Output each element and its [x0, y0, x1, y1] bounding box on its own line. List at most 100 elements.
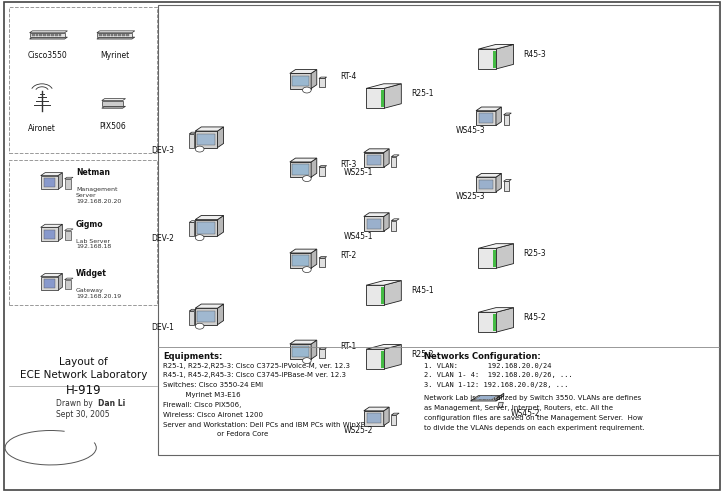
Text: WS25-3: WS25-3	[456, 192, 486, 201]
Polygon shape	[364, 213, 390, 216]
Polygon shape	[471, 396, 504, 401]
Polygon shape	[290, 73, 311, 89]
Polygon shape	[319, 348, 327, 349]
Polygon shape	[476, 173, 501, 177]
Circle shape	[303, 176, 311, 182]
Text: configuration files are saved on the Management Server.  How: configuration files are saved on the Man…	[424, 415, 642, 421]
Polygon shape	[126, 34, 129, 36]
Polygon shape	[189, 311, 194, 325]
Polygon shape	[103, 34, 106, 36]
Polygon shape	[391, 413, 399, 415]
Polygon shape	[381, 287, 384, 304]
Polygon shape	[319, 349, 324, 358]
Text: WS45-3: WS45-3	[456, 126, 486, 135]
Polygon shape	[64, 280, 71, 289]
Text: WS25-2: WS25-2	[344, 426, 374, 435]
Text: R45-1, R45-2,R45-3: Cisco C3745-IPBase-M ver. 12.3: R45-1, R45-2,R45-3: Cisco C3745-IPBase-M…	[163, 372, 346, 378]
Text: R45-3: R45-3	[523, 50, 546, 59]
Polygon shape	[43, 34, 46, 36]
Text: Server and Workstation: Dell PCs and IBM PCs with WinXP: Server and Workstation: Dell PCs and IBM…	[163, 422, 365, 428]
Polygon shape	[292, 346, 309, 357]
Polygon shape	[106, 34, 109, 36]
Polygon shape	[217, 127, 224, 148]
Polygon shape	[504, 180, 511, 181]
Polygon shape	[198, 310, 215, 322]
Polygon shape	[384, 84, 401, 108]
Polygon shape	[41, 227, 58, 241]
Text: PIX506: PIX506	[99, 122, 125, 131]
Polygon shape	[41, 224, 62, 227]
Polygon shape	[319, 167, 324, 176]
Polygon shape	[311, 249, 317, 268]
Polygon shape	[30, 33, 64, 37]
Polygon shape	[102, 106, 125, 108]
Text: WS45-2: WS45-2	[510, 409, 540, 418]
Text: Widget: Widget	[76, 269, 107, 278]
Text: Layout of: Layout of	[59, 357, 108, 367]
Polygon shape	[217, 215, 224, 236]
Polygon shape	[311, 340, 317, 359]
Polygon shape	[496, 244, 513, 268]
Text: RT-2: RT-2	[340, 251, 356, 260]
Polygon shape	[97, 31, 135, 33]
Polygon shape	[364, 216, 384, 231]
Polygon shape	[43, 230, 55, 239]
Polygon shape	[198, 222, 215, 234]
Text: RT-4: RT-4	[340, 72, 357, 81]
Polygon shape	[41, 176, 58, 189]
Polygon shape	[58, 173, 62, 189]
Polygon shape	[496, 107, 501, 125]
Polygon shape	[195, 131, 217, 148]
Polygon shape	[493, 51, 496, 67]
Text: WS45-1: WS45-1	[344, 232, 374, 241]
Text: Networks Configuration:: Networks Configuration:	[424, 352, 540, 361]
Polygon shape	[290, 344, 311, 359]
Polygon shape	[479, 180, 493, 189]
Text: R45-1: R45-1	[411, 286, 434, 295]
Text: Network Lab is centralized by Switch 3550. VLANs are defines: Network Lab is centralized by Switch 355…	[424, 395, 641, 401]
Polygon shape	[292, 164, 309, 175]
Polygon shape	[290, 253, 311, 268]
Text: Myrinet: Myrinet	[100, 51, 129, 60]
Polygon shape	[366, 219, 381, 229]
Text: R25-1, R25-2,R25-3: Cisco C3725-IPVoice-M, ver. 12.3: R25-1, R25-2,R25-3: Cisco C3725-IPVoice-…	[163, 363, 350, 369]
Text: Dan Li: Dan Li	[98, 399, 125, 407]
Polygon shape	[366, 84, 401, 89]
Polygon shape	[97, 37, 135, 39]
Polygon shape	[189, 132, 196, 134]
Polygon shape	[55, 34, 58, 36]
Polygon shape	[195, 215, 224, 219]
Polygon shape	[384, 407, 390, 426]
Text: Netman: Netman	[76, 168, 110, 177]
Polygon shape	[292, 76, 309, 86]
Polygon shape	[217, 304, 224, 325]
Polygon shape	[366, 285, 384, 305]
Polygon shape	[319, 78, 324, 88]
Polygon shape	[189, 309, 196, 311]
Text: Lab Server
192.168.18: Lab Server 192.168.18	[76, 239, 111, 249]
Polygon shape	[384, 280, 401, 305]
FancyBboxPatch shape	[4, 2, 720, 490]
Polygon shape	[496, 173, 501, 192]
Text: Cisco3550: Cisco3550	[28, 51, 67, 60]
Text: Sept 30, 2005: Sept 30, 2005	[56, 410, 110, 419]
Polygon shape	[41, 173, 62, 176]
Polygon shape	[504, 181, 508, 191]
Text: Firewall: Cisco PIX506,: Firewall: Cisco PIX506,	[163, 402, 241, 408]
Polygon shape	[479, 248, 496, 268]
Polygon shape	[479, 49, 496, 69]
Polygon shape	[111, 34, 114, 36]
FancyBboxPatch shape	[9, 160, 157, 305]
Text: RT-3: RT-3	[340, 160, 357, 169]
Polygon shape	[43, 178, 55, 187]
Polygon shape	[391, 156, 397, 166]
Polygon shape	[475, 396, 497, 400]
Polygon shape	[364, 411, 384, 426]
Polygon shape	[58, 224, 62, 241]
Text: H-919: H-919	[65, 384, 101, 397]
Polygon shape	[189, 221, 196, 222]
Polygon shape	[364, 149, 390, 153]
Text: 2. VLAN 1- 4:  192.168.20.0/26, ...: 2. VLAN 1- 4: 192.168.20.0/26, ...	[424, 372, 572, 378]
Text: WS25-1: WS25-1	[344, 168, 374, 177]
Polygon shape	[479, 44, 513, 49]
